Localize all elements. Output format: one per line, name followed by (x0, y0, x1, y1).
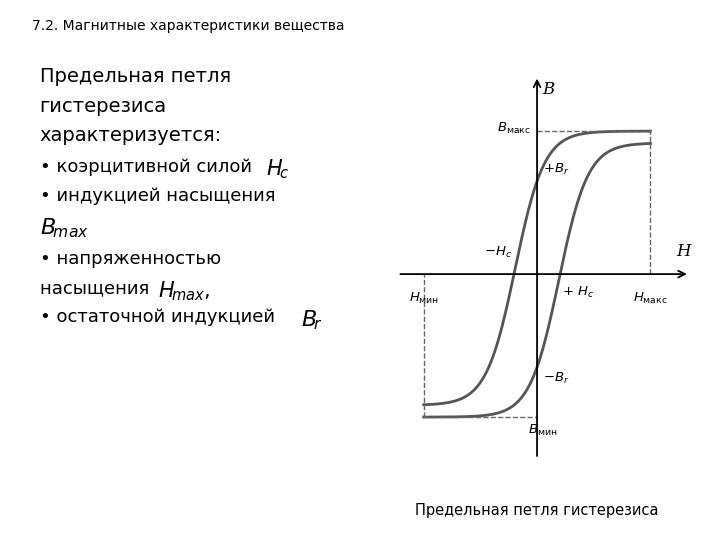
Text: $-B_r$: $-B_r$ (543, 371, 570, 386)
Text: $+\ H_c$: $+\ H_c$ (562, 285, 595, 300)
Text: гистерезиса: гистерезиса (40, 97, 167, 116)
Text: характеризуется:: характеризуется: (40, 126, 222, 145)
Text: • коэрцитивной силой: • коэрцитивной силой (40, 158, 257, 176)
Text: $-H_c$: $-H_c$ (484, 245, 512, 260)
Text: B: B (542, 81, 554, 98)
Text: 7.2. Магнитные характеристики вещества: 7.2. Магнитные характеристики вещества (32, 19, 345, 33)
Text: Предельная петля: Предельная петля (40, 68, 230, 86)
Text: $\mathbf{\mathit{H}}_{\!\mathit{c}}$: $\mathbf{\mathit{H}}_{\!\mathit{c}}$ (266, 158, 289, 181)
Text: • индукцией насыщения: • индукцией насыщения (40, 187, 275, 205)
Text: • напряженностью: • напряженностью (40, 250, 221, 268)
Text: H: H (676, 244, 690, 260)
Text: $\mathbf{\mathit{B}}_{\!\mathit{max}}$: $\mathbf{\mathit{B}}_{\!\mathit{max}}$ (40, 216, 89, 240)
Text: • остаточной индукцией: • остаточной индукцией (40, 308, 280, 326)
Text: $H_{\rm мин}$: $H_{\rm мин}$ (408, 291, 438, 306)
Text: $H_{\rm макс}$: $H_{\rm макс}$ (633, 291, 668, 306)
Text: $B_{\rm мин}$: $B_{\rm мин}$ (528, 422, 557, 437)
Text: $B_{\rm макс}$: $B_{\rm макс}$ (497, 121, 531, 136)
Text: $\mathbf{\mathit{B}}_{\!\mathit{r}}$: $\mathbf{\mathit{B}}_{\!\mathit{r}}$ (301, 308, 323, 332)
Text: $\mathbf{\mathit{H}}_{\!\mathit{max}}$,: $\mathbf{\mathit{H}}_{\!\mathit{max}}$, (158, 279, 211, 302)
Text: $+B_r$: $+B_r$ (543, 162, 570, 177)
Text: насыщения: насыщения (40, 279, 155, 297)
Text: Предельная петля гистерезиса: Предельная петля гистерезиса (415, 503, 658, 518)
